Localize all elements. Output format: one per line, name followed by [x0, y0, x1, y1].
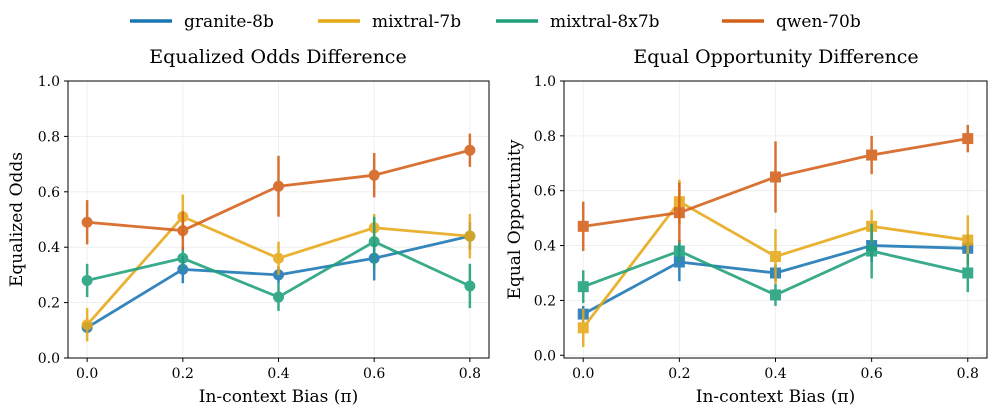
y-tick-label: 0.8 — [534, 129, 556, 145]
legend-label-mixtral-7b: mixtral-7b — [372, 12, 461, 32]
data-point-qwen-70b — [770, 171, 781, 183]
data-point-mixtral-7b — [577, 322, 589, 334]
chart-title: Equal Opportunity Difference — [633, 46, 918, 68]
data-point-qwen-70b — [673, 207, 685, 219]
legend-label-granite-8b: granite-8b — [184, 12, 274, 32]
y-tick-label: 1.0 — [534, 74, 556, 90]
legend-label-mixtral-8x7b: mixtral-8x7b — [550, 12, 660, 32]
x-tick-label: 0.0 — [572, 366, 594, 382]
legend-label-qwen-70b: qwen-70b — [776, 12, 861, 32]
x-tick-label: 0.8 — [957, 366, 979, 382]
y-tick-label: 0.0 — [534, 348, 556, 364]
data-point-qwen-70b — [464, 144, 476, 156]
x-tick-label: 0.4 — [267, 366, 289, 382]
y-tick-label: 0.6 — [38, 185, 60, 201]
y-tick-label: 0.4 — [38, 240, 60, 256]
data-point-mixtral-7b — [273, 252, 284, 264]
equalized-odds-chart: 0.0 0.2 0.4 0.6 0.8 0.0 0.2 0.4 0.6 0.8 1.0 Equaliz… — [7, 46, 490, 407]
y-tick-label: 0.0 — [38, 351, 60, 367]
data-point-qwen-70b — [273, 180, 284, 192]
x-tick-label: 0.0 — [76, 366, 98, 382]
x-tick-label: 0.2 — [668, 366, 690, 382]
equal-opportunity-chart: 0.0 0.2 0.4 0.6 0.8 0.0 0.2 0.4 0.6 0.8 1.0 Equal O… — [505, 46, 988, 407]
y-tick-label: 0.6 — [534, 184, 556, 200]
data-point-qwen-70b — [81, 216, 93, 228]
data-point-mixtral-8x7b — [273, 291, 284, 303]
legend: granite-8b mixtral-7b mixtral-8x7b qwen-70b — [130, 12, 861, 32]
series-qwen-70b — [577, 124, 974, 252]
x-tick-label: 0.2 — [172, 366, 194, 382]
x-tick-label: 0.4 — [764, 366, 786, 382]
data-point-mixtral-7b — [770, 251, 781, 263]
data-point-mixtral-7b — [81, 319, 93, 331]
x-axis-label: In-context Bias (π) — [696, 387, 855, 407]
data-point-mixtral-7b — [962, 234, 974, 246]
data-point-qwen-70b — [177, 225, 189, 237]
chart-title: Equalized Odds Difference — [149, 46, 406, 68]
data-point-qwen-70b — [577, 220, 589, 232]
y-tick-label: 1.0 — [38, 74, 60, 90]
data-point-qwen-70b — [866, 149, 878, 161]
series-mixtral-8x7b — [577, 223, 974, 306]
y-tick-label: 0.8 — [38, 129, 60, 145]
data-point-qwen-70b — [368, 169, 380, 181]
data-point-qwen-70b — [962, 133, 974, 145]
series-mixtral-8x7b — [81, 216, 476, 311]
data-point-mixtral-8x7b — [177, 252, 189, 264]
data-point-mixtral-8x7b — [368, 236, 380, 248]
y-axis-label: Equal Opportunity — [505, 139, 525, 299]
y-tick-label: 0.4 — [534, 239, 556, 255]
x-tick-label: 0.6 — [861, 366, 883, 382]
x-tick-label: 0.8 — [459, 366, 481, 382]
data-point-mixtral-8x7b — [866, 245, 878, 257]
data-point-mixtral-8x7b — [464, 280, 476, 292]
series-qwen-70b — [81, 133, 476, 250]
data-point-mixtral-8x7b — [673, 245, 685, 257]
plot-frame — [563, 80, 988, 359]
data-point-mixtral-8x7b — [770, 289, 781, 301]
y-axis-label: Equalized Odds — [7, 152, 27, 287]
y-tick-label: 0.2 — [38, 296, 60, 312]
data-point-mixtral-8x7b — [577, 281, 589, 293]
x-tick-label: 0.6 — [363, 366, 385, 382]
x-axis-label: In-context Bias (π) — [199, 387, 358, 407]
data-point-mixtral-8x7b — [81, 274, 93, 286]
y-tick-label: 0.2 — [534, 293, 556, 309]
data-point-mixtral-8x7b — [962, 267, 974, 279]
series-mixtral-7b — [81, 194, 476, 342]
data-point-mixtral-7b — [464, 230, 476, 242]
plot-frame — [67, 80, 490, 359]
